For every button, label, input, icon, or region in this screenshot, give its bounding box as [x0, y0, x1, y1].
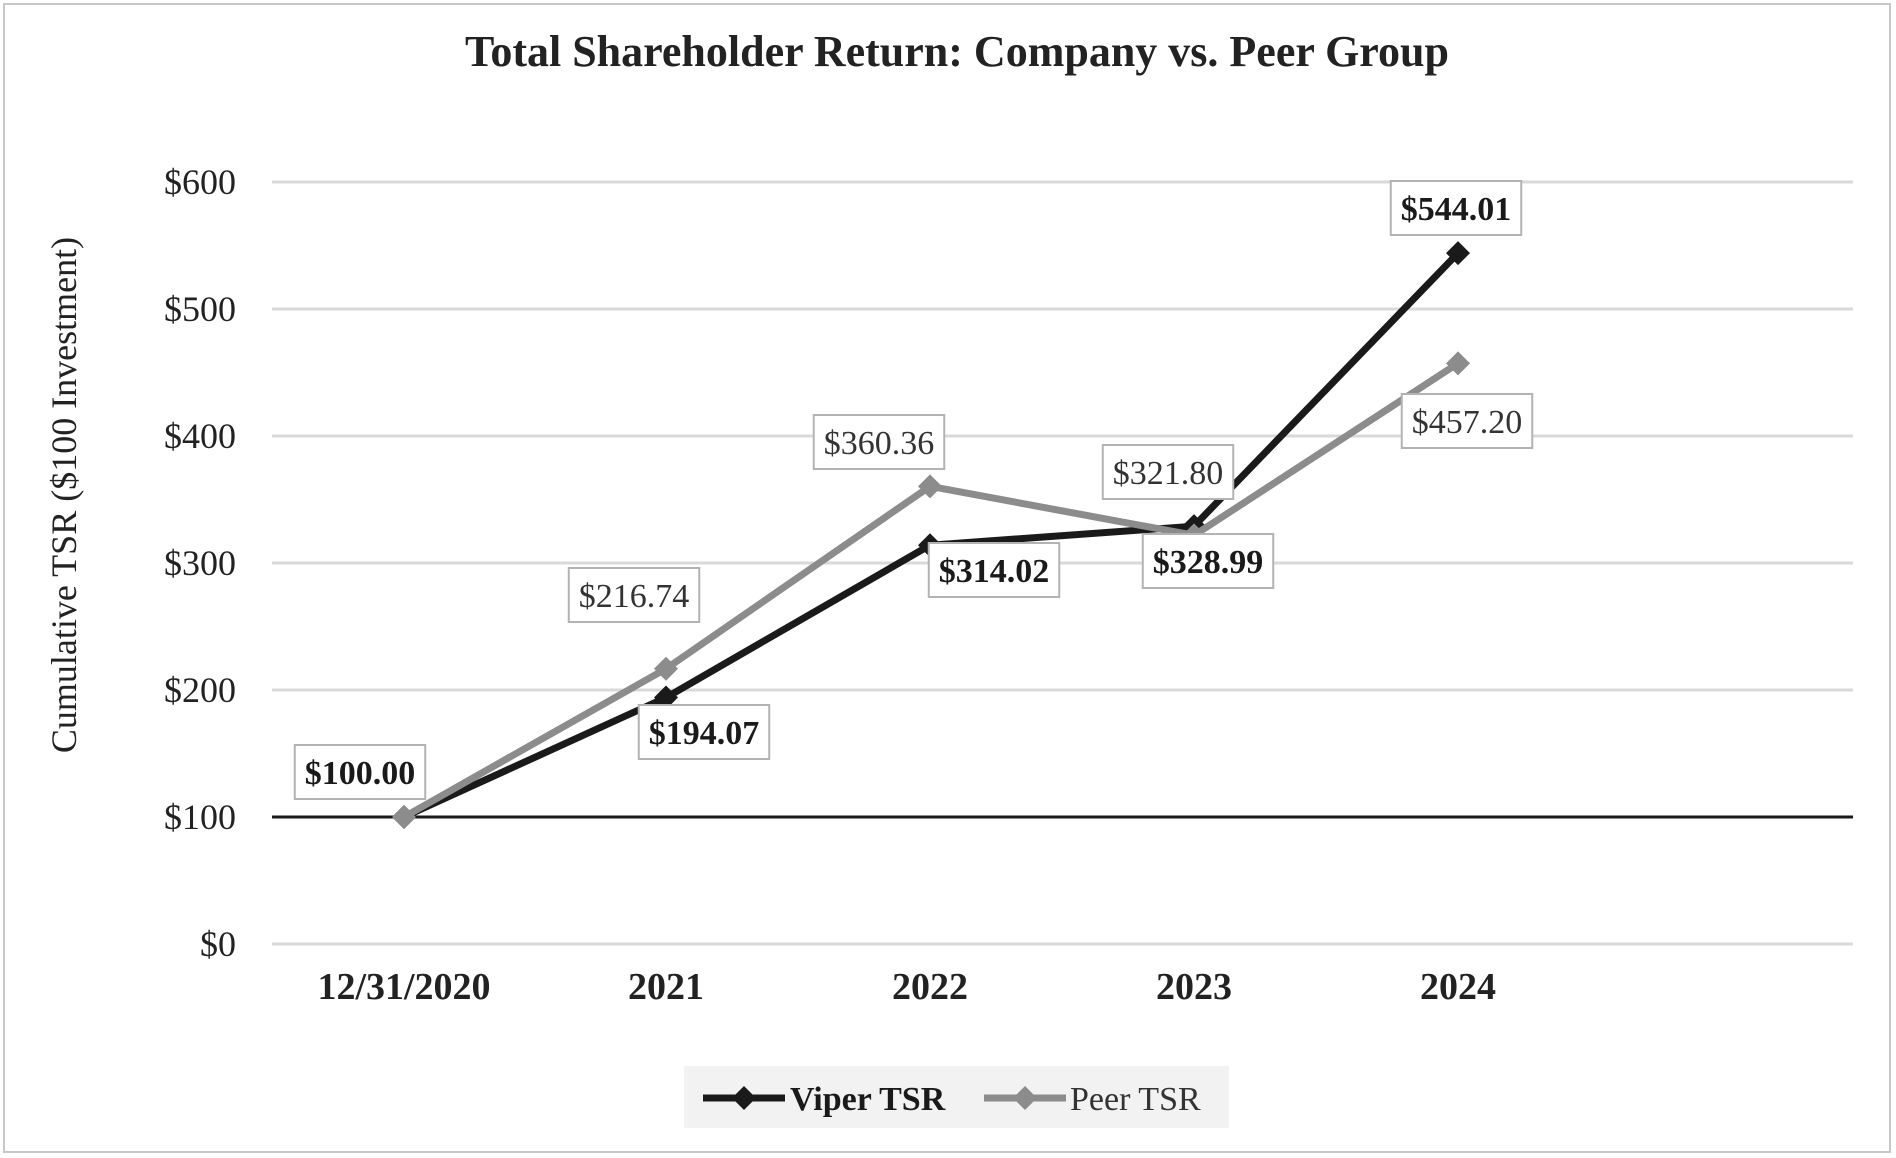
- x-tick-label: 2022: [892, 966, 968, 1008]
- legend-peer-marker: [1013, 1086, 1037, 1110]
- viper-point: [654, 685, 678, 710]
- legend: Viper TSR Peer TSR: [684, 1066, 1229, 1128]
- data-label-box: [927, 542, 1061, 598]
- peer-data-label: $360.36: [812, 414, 946, 470]
- data-label-box: [812, 414, 946, 470]
- legend-viper-label: Viper TSR: [790, 1081, 946, 1118]
- data-label-text: $314.02: [939, 553, 1050, 590]
- data-label-text: $457.20: [1412, 404, 1523, 441]
- data-label-text: $194.07: [649, 715, 760, 752]
- legend-peer-label: Peer TSR: [1070, 1081, 1201, 1118]
- data-label-box: [1141, 533, 1275, 589]
- peer-point: [392, 805, 416, 829]
- viper-data-label: $544.01: [1389, 180, 1523, 236]
- x-tick-label: 2024: [1420, 966, 1496, 1008]
- data-label-text: $544.01: [1401, 191, 1512, 228]
- y-axis-label: Cumulative TSR ($100 Investment): [44, 237, 84, 753]
- peer-point: [1446, 351, 1470, 376]
- peer-data-label: $457.20: [1400, 393, 1534, 449]
- data-labels: $100.00 $194.07 $314.02 $328.99 $544.01 $216.…: [293, 180, 1534, 800]
- y-tick-label: $200: [164, 670, 236, 710]
- y-tick-label: $100: [164, 797, 236, 837]
- data-label-text: $360.36: [824, 425, 935, 462]
- y-tick-label: $400: [164, 416, 236, 456]
- series-lines: [392, 241, 1470, 829]
- y-tick-label: $300: [164, 543, 236, 583]
- viper-data-label: $328.99: [1141, 533, 1275, 589]
- data-label-box: [1400, 393, 1534, 449]
- data-label-text: $100.00: [305, 755, 416, 792]
- x-tick-label: 2023: [1156, 966, 1232, 1008]
- gridlines: [272, 180, 1853, 946]
- y-axis-ticks: $0 $100 $200 $300 $400 $500 $600: [164, 162, 236, 964]
- peer-data-label: $216.74: [567, 567, 701, 623]
- viper-point: [1446, 241, 1470, 266]
- y-tick-label: $0: [200, 924, 236, 964]
- viper-data-label: $194.07: [637, 704, 771, 760]
- peer-point: [918, 474, 942, 499]
- data-label-text: $216.74: [579, 578, 690, 615]
- viper-data-label: $314.02: [927, 542, 1061, 598]
- data-label-text: $321.80: [1113, 455, 1224, 492]
- viper-data-label: $100.00: [293, 744, 427, 800]
- data-label-box: [567, 567, 701, 623]
- data-label-box: [1101, 444, 1235, 500]
- data-label-text: $328.99: [1153, 544, 1264, 581]
- peer-point: [654, 656, 678, 681]
- data-label-box: [1389, 180, 1523, 236]
- y-tick-label: $600: [164, 162, 236, 202]
- data-label-box: [293, 744, 427, 800]
- x-tick-label: 2021: [628, 966, 704, 1008]
- x-tick-label: 12/31/2020: [317, 966, 490, 1008]
- x-axis-ticks: 12/31/2020 2021 2022 2023 2024: [317, 966, 1496, 1008]
- legend-viper-marker: [732, 1086, 756, 1110]
- data-label-box: [637, 704, 771, 760]
- peer-data-label: $321.80: [1101, 444, 1235, 500]
- y-tick-label: $500: [164, 289, 236, 329]
- chart-title: Total Shareholder Return: Company vs. Pe…: [465, 27, 1449, 76]
